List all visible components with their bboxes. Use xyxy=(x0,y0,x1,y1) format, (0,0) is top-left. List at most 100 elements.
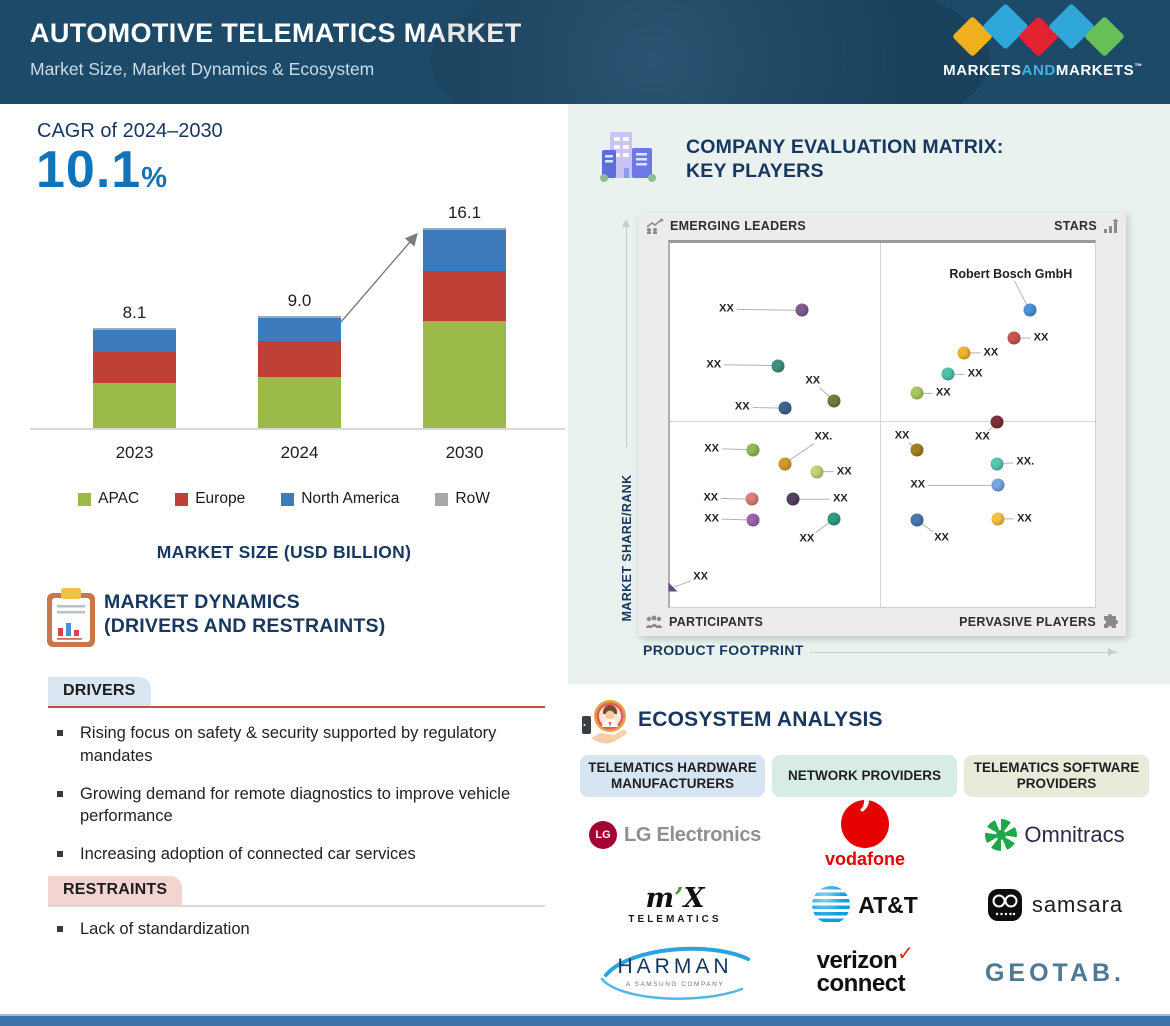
bottom-bar xyxy=(0,1014,1170,1026)
matrix-point-label: XX xyxy=(972,430,993,444)
drivers-tab: DRIVERS xyxy=(48,677,151,706)
bar-chart-title: MARKET SIZE (USD BILLION) xyxy=(156,542,412,562)
market-size-bar-chart: 8.1 9.0 16.1 xyxy=(30,195,565,430)
logo-samsara: samsara xyxy=(960,872,1150,938)
logo-mix-telematics: m’X TELEMATICS xyxy=(628,883,722,925)
page-subtitle: Market Size, Market Dynamics & Ecosystem xyxy=(30,59,375,79)
lg-badge-icon: LG xyxy=(589,821,618,849)
matrix-point-label: XX xyxy=(716,302,737,316)
att-globe-icon xyxy=(812,886,851,924)
matrix-point xyxy=(1007,331,1021,345)
matrix-point xyxy=(810,465,824,479)
matrix-point xyxy=(771,359,785,373)
omnitracs-icon xyxy=(985,819,1018,851)
matrix-point-label: XX xyxy=(802,374,824,388)
legend-label: APAC xyxy=(98,490,140,507)
matrix-point xyxy=(746,513,760,527)
matrix-point-label: XX xyxy=(700,491,722,505)
bar-2023: 8.1 xyxy=(93,303,176,428)
matrix-company-label: Robert Bosch GmbH xyxy=(946,266,1076,281)
matrix-point xyxy=(746,443,760,457)
mix-wordmark: m’X xyxy=(645,883,705,914)
bar-segment-north-america xyxy=(93,330,176,353)
matrix-point-label: XX. xyxy=(811,430,836,444)
verizon-check-icon: ✓ xyxy=(897,943,914,966)
matrix-point xyxy=(910,386,923,400)
matrix-point-label: XX xyxy=(833,465,855,478)
matrix-point-label: XX. xyxy=(1013,456,1038,469)
legend-item-apac: APAC xyxy=(78,490,139,508)
legend-swatch xyxy=(281,492,295,506)
bar-segment-europe xyxy=(258,341,341,378)
drivers-underline xyxy=(48,706,545,708)
restraints-underline xyxy=(48,905,545,907)
cagr-label: CAGR of 2024–2030 xyxy=(37,120,223,142)
bar-chart-category-axis: 2023 2024 2030 xyxy=(30,443,565,465)
legend-label: North America xyxy=(301,490,400,507)
logo-omnitracs: Omnitracs xyxy=(960,798,1150,872)
matrix-point-label: XX xyxy=(891,429,913,443)
matrix-point-label: XX xyxy=(932,387,954,400)
bar-2030: 16.1 xyxy=(423,203,506,428)
matrix-point xyxy=(827,512,841,526)
logo-wordmark: MARKETSANDMARKETS™ xyxy=(943,62,1143,79)
quadrant-label-emerging-leaders: EMERGING LEADERS xyxy=(670,219,807,233)
matrix-plot-area: XX XX XX XX Robert Bosch GmbH XX XX XX XX XX XX XX.… xyxy=(668,240,1096,608)
x-axis-label: PRODUCT FOOTPRINT xyxy=(643,642,804,658)
matrix-point-label: XX xyxy=(931,531,952,545)
ecosystem-panel-background xyxy=(568,684,1170,1014)
quadrant-label-participants: PARTICIPANTS xyxy=(669,615,764,629)
verizon-line2: connect xyxy=(816,970,906,997)
vodafone-mark-icon: ’ xyxy=(840,793,889,848)
harman-swoosh-icon xyxy=(600,946,750,1000)
header: AUTOMOTIVE TELEMATICS MARKET Market Size… xyxy=(0,0,1170,104)
puzzle-icon xyxy=(1104,613,1118,628)
logo-verizon-connect: verizon✓ connect xyxy=(770,938,960,1008)
driver-item: Rising focus on safety & security suppor… xyxy=(55,722,547,768)
marketsandmarkets-logo: MARKETSANDMARKETS™ xyxy=(936,3,1150,79)
restraints-tab: RESTRAINTS xyxy=(48,876,183,905)
matrix-point-label: XX xyxy=(830,492,851,506)
matrix-point xyxy=(778,457,792,471)
matrix-point xyxy=(778,401,792,415)
x-axis-arrow xyxy=(810,648,1118,656)
matrix-point-label: XX xyxy=(907,479,929,492)
buildings-icon xyxy=(598,126,656,189)
matrix-connector-lines xyxy=(670,243,1095,607)
logo-geotab: GEOTAB. xyxy=(984,958,1126,987)
matrix-cursor-marker xyxy=(668,582,678,592)
matrix-point xyxy=(910,443,923,457)
market-dynamics-heading-line1: MARKET DYNAMICS xyxy=(104,591,300,613)
verizon-line1: verizon✓ xyxy=(816,943,914,975)
bar-chart-legend: APAC Europe North America RoW xyxy=(0,490,568,508)
logo-lg-electronics: LG LG Electronics xyxy=(580,798,770,872)
bar-category-label: 2024 xyxy=(280,443,319,462)
column-header-hardware: TELEMATICS HARDWARE MANUFACTURERS xyxy=(580,755,765,797)
market-dynamics-heading: MARKET DYNAMICS (DRIVERS AND RESTRAINTS) xyxy=(104,590,385,639)
matrix-point xyxy=(910,513,923,527)
matrix-point-label: XX xyxy=(796,532,818,546)
logo-vodafone: ’ vodafone xyxy=(824,788,905,870)
y-axis-label: MARKET SHARE/RANK xyxy=(620,474,634,622)
trend-people-icon xyxy=(646,218,664,234)
bar-segment-row xyxy=(93,327,176,331)
matrix-heading: COMPANY EVALUATION MATRIX: KEY PLAYERS xyxy=(686,136,1004,184)
bar-total-label: 8.1 xyxy=(122,302,147,322)
market-dynamics-heading-line2: (DRIVERS AND RESTRAINTS) xyxy=(104,615,386,638)
matrix-point xyxy=(990,457,1004,471)
page-title: AUTOMOTIVE TELEMATICS MARKET xyxy=(30,18,522,48)
quadrant-divider-vertical xyxy=(879,243,881,607)
matrix-point xyxy=(941,367,955,381)
legend-swatch xyxy=(175,492,189,506)
bar-segment-europe xyxy=(93,352,176,384)
restraints-list: Lack of standardization xyxy=(55,918,547,956)
logo-att: AT&T xyxy=(770,872,960,938)
bar-total-label: 16.1 xyxy=(447,202,482,222)
matrix-point-label: XX xyxy=(1030,331,1052,345)
matrix-point-label: XX xyxy=(701,442,722,455)
bar-segment-apac xyxy=(423,321,506,428)
ecosystem-column-headers: TELEMATICS HARDWARE MANUFACTURERS NETWOR… xyxy=(580,755,1150,797)
bar-category-label: 2023 xyxy=(115,443,154,462)
y-axis-arrow xyxy=(622,219,630,447)
